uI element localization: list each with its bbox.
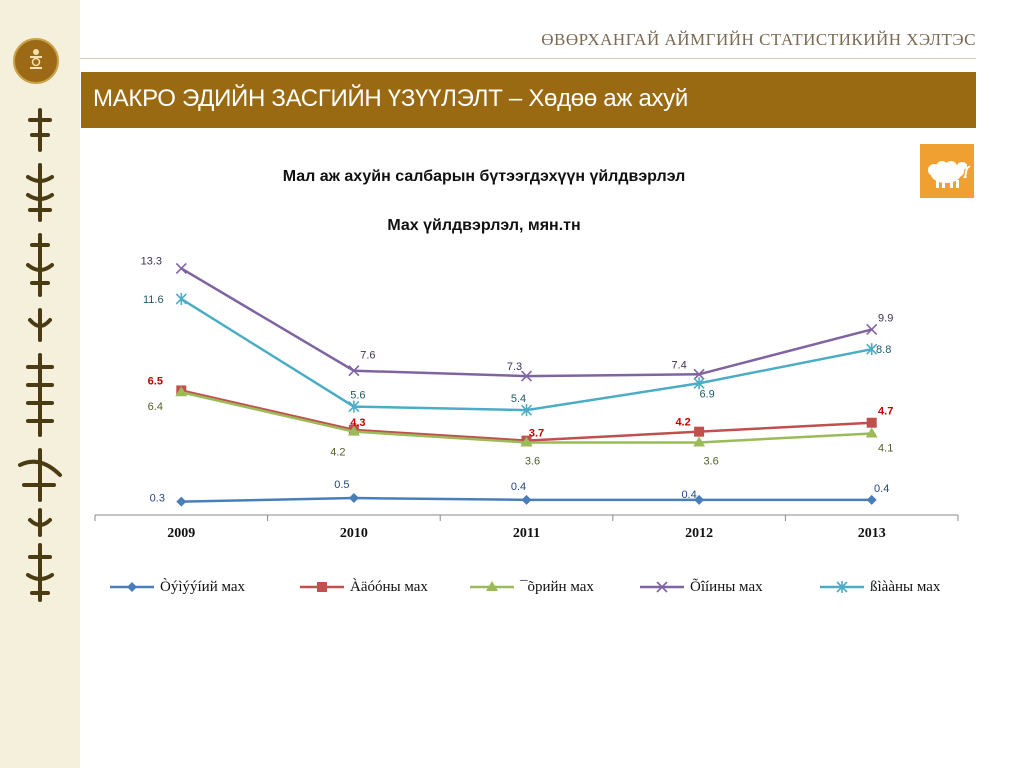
marker-diamond: [694, 494, 705, 505]
marker-triangle: [693, 436, 706, 447]
data-label: 6.9: [699, 388, 714, 400]
legend-label: Òýìýýíий мах: [160, 578, 246, 595]
data-label: 7.6: [360, 350, 375, 362]
data-label: 9.9: [878, 312, 893, 324]
data-label: 11.6: [143, 294, 164, 306]
data-label: 3.6: [703, 455, 718, 467]
x-tick-label: 2012: [685, 526, 713, 541]
x-tick-label: 2013: [858, 526, 886, 541]
data-label: 6.5: [148, 375, 163, 387]
data-label: 6.4: [148, 401, 163, 413]
data-label: 5.4: [511, 393, 526, 405]
legend-item: ¯õрийн мах: [470, 572, 594, 602]
legend-item: Àäóóны мах: [300, 572, 428, 602]
data-label: 0.4: [681, 489, 696, 501]
legend-swatch: [640, 581, 684, 593]
chart-subtitle: Мах үйлдвэрлэл, мян.тн: [387, 217, 581, 234]
legend-label: Àäóóны мах: [350, 578, 428, 595]
marker-star: [693, 377, 705, 390]
data-label: 7.4: [671, 359, 686, 371]
data-label: 7.3: [507, 361, 522, 373]
marker-triangle: [520, 436, 533, 447]
data-label: 4.2: [675, 417, 690, 429]
left-decorative-strip: [0, 0, 80, 768]
marker-x: [175, 262, 187, 275]
data-label: 8.8: [876, 344, 891, 356]
chart-title: Мал аж ахуйн салбарын бүтээгдэхүүн үйлдв…: [282, 168, 686, 185]
data-label: 0.3: [150, 493, 165, 505]
sheep-icon: [920, 144, 974, 198]
header-divider: [80, 58, 976, 59]
data-label: 3.6: [525, 455, 540, 467]
x-tick-label: 2010: [340, 526, 368, 541]
marker-star: [175, 292, 187, 305]
data-label: 4.1: [878, 442, 893, 454]
legend-swatch: [820, 581, 864, 593]
section-banner: МАКРО ЭДИЙН ЗАСГИЙН ҮЗҮҮЛЭЛТ – Хөдөө аж …: [81, 72, 976, 128]
data-label: 13.3: [141, 255, 162, 267]
legend-label: ¯õрийн мах: [520, 578, 594, 595]
marker-star: [866, 343, 878, 356]
x-tick-label: 2009: [167, 526, 195, 541]
marker-star: [520, 404, 533, 417]
legend-label: Õîíины мах: [690, 578, 763, 595]
marker-square: [694, 426, 705, 437]
marker-triangle: [865, 427, 878, 438]
chart-legend: Òýìýýíий мах Àäóóны мах ¯õрийн мах Õîíины м…: [110, 572, 960, 602]
series-line: [180, 297, 872, 412]
marker-diamond: [348, 493, 359, 504]
legend-item: ßìààны мах: [820, 572, 940, 602]
agency-title: ӨВӨРХАНГАЙ АЙМГИЙН СТАТИСТИКИЙН ХЭЛТЭС: [541, 30, 976, 49]
marker-triangle: [175, 386, 188, 397]
marker-triangle: [347, 425, 360, 436]
marker-square: [866, 417, 877, 428]
x-tick-label: 2011: [513, 526, 540, 541]
legend-label: ßìààны мах: [870, 578, 941, 595]
marker-x: [520, 370, 533, 382]
data-label: 5.6: [350, 390, 365, 402]
data-label: 0.5: [334, 479, 349, 491]
marker-x: [348, 365, 360, 377]
mongolian-script-decoration: [18, 108, 62, 602]
banner-title: МАКРО ЭДИЙН ЗАСГИЙН ҮЗҮҮЛЭЛТ – Хөдөө аж …: [93, 85, 688, 112]
marker-diamond: [176, 496, 187, 507]
legend-swatch: [470, 581, 514, 591]
marker-diamond: [866, 494, 877, 505]
marker-diamond: [521, 494, 532, 505]
data-label: 4.3: [350, 417, 365, 429]
data-label: 0.4: [874, 483, 889, 495]
series-line: [180, 267, 873, 378]
soyombo-emblem-icon: [13, 38, 59, 84]
series-line: [181, 391, 872, 444]
legend-item: Õîíины мах: [640, 572, 763, 602]
legend-item: Òýìýýíий мах: [110, 572, 245, 602]
legend-swatch: [110, 582, 154, 592]
data-label: 4.7: [878, 406, 893, 418]
marker-x: [866, 323, 878, 336]
data-label: 3.7: [529, 428, 544, 440]
data-label: 0.4: [511, 481, 526, 493]
marker-x: [693, 368, 705, 380]
marker-star: [348, 400, 360, 413]
data-label: 4.2: [330, 447, 345, 459]
legend-swatch: [300, 582, 344, 592]
